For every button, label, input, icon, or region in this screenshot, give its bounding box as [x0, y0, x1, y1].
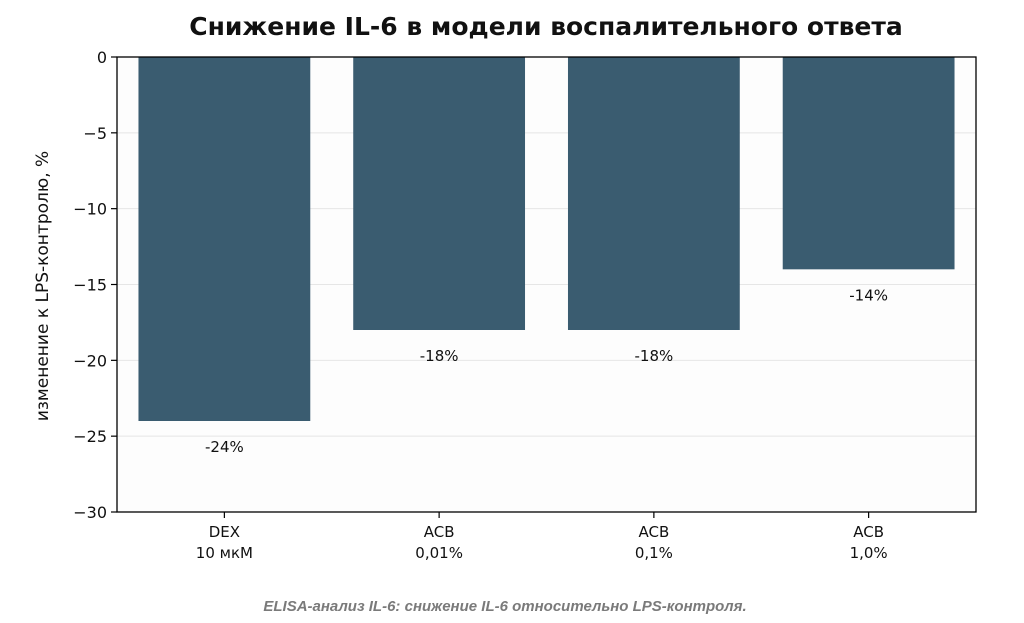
data-labels: -24% -18% -18% -14%	[205, 286, 888, 456]
bar-data-label: -24%	[205, 438, 244, 456]
bars	[138, 57, 955, 421]
x-tick-sublabel: 0,1%	[635, 544, 673, 562]
y-tick-label: −10	[73, 200, 107, 219]
x-tick-label: DEX	[209, 523, 240, 541]
bar	[138, 57, 311, 421]
x-tick-sublabel: 10 мкМ	[196, 544, 253, 562]
x-tick-label: ACB	[424, 523, 455, 541]
plot-area: -24% -18% -18% -14% 0 −5 −10 −15 −20 −25 −30 DEX 1…	[73, 48, 977, 562]
y-tick-label: 0	[97, 48, 107, 67]
x-tick-label: ACB	[853, 523, 884, 541]
x-tick-sublabel: 0,01%	[415, 544, 463, 562]
bar	[567, 57, 740, 330]
y-tick-label: −20	[73, 351, 107, 370]
x-tick-label: ACB	[638, 523, 669, 541]
bar-data-label: -18%	[420, 347, 459, 365]
y-tick-label: −30	[73, 503, 107, 522]
y-tick-label: −5	[83, 124, 107, 143]
y-axis-label: изменение к LPS-контролю, %	[33, 151, 53, 421]
bar-data-label: -14%	[849, 286, 888, 304]
figure-caption: ELISA-анализ IL-6: снижение IL-6 относит…	[263, 598, 746, 615]
y-axis-ticks: 0 −5 −10 −15 −20 −25 −30	[73, 48, 117, 522]
bar	[353, 57, 526, 330]
bar-data-label: -18%	[634, 347, 673, 365]
x-axis-ticks: DEX 10 мкМ ACB 0,01% ACB 0,1% ACB 1,0%	[196, 512, 888, 562]
chart-title: Снижение IL-6 в модели воспалительного о…	[189, 12, 902, 41]
bar	[782, 57, 955, 270]
x-tick-sublabel: 1,0%	[850, 544, 888, 562]
y-tick-label: −25	[73, 427, 107, 446]
y-tick-label: −15	[73, 276, 107, 295]
